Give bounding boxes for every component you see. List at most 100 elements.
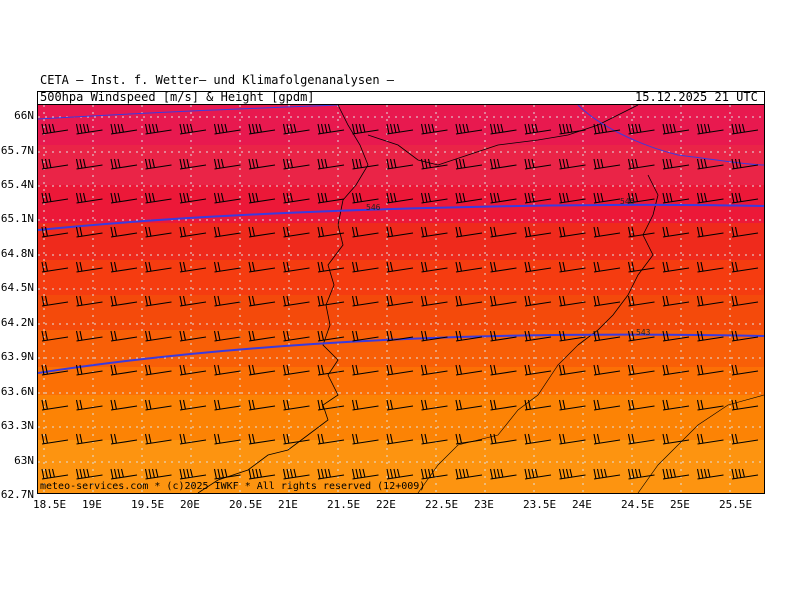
wind-barb — [558, 192, 586, 204]
wind-barb — [75, 364, 103, 376]
wind-barb — [282, 364, 310, 376]
wind-barb — [179, 226, 207, 238]
lat-label: 65.4N — [0, 178, 34, 191]
wind-barb — [317, 364, 345, 376]
wind-barb — [110, 433, 138, 445]
lon-label: 18.5E — [33, 498, 67, 511]
wind-barb — [213, 433, 241, 445]
contour-label: 543 — [636, 328, 651, 337]
wind-barb — [558, 330, 586, 342]
wind-barb — [75, 468, 103, 480]
wind-barb — [696, 192, 724, 204]
lat-label: 66N — [14, 109, 34, 122]
wind-barb — [627, 433, 655, 445]
wind-barb — [248, 399, 276, 411]
wind-barb — [420, 364, 448, 376]
lon-label: 21.5E — [327, 498, 361, 511]
wind-barb — [386, 192, 414, 204]
wind-barb — [75, 226, 103, 238]
wind-barb — [627, 226, 655, 238]
wind-barb — [41, 364, 69, 376]
wind-barb — [696, 364, 724, 376]
wind-barb — [489, 123, 517, 135]
border-path — [637, 394, 764, 493]
wind-barb — [248, 226, 276, 238]
wind-barb — [662, 261, 690, 273]
wind-barb — [386, 261, 414, 273]
wind-barb — [489, 468, 517, 480]
map-subtitle: 500hpa Windspeed [m/s] & Height [gpdm] — [40, 90, 315, 104]
wind-barb — [317, 226, 345, 238]
lat-label: 64.5N — [0, 281, 34, 294]
wind-barb — [731, 226, 759, 238]
wind-barb — [420, 399, 448, 411]
wind-barb — [248, 192, 276, 204]
wind-barb — [524, 330, 552, 342]
wind-barb — [282, 468, 310, 480]
wind-barb — [144, 295, 172, 307]
wind-barb — [144, 261, 172, 273]
wind-barb — [696, 158, 724, 170]
wind-barb — [351, 295, 379, 307]
coastline-path — [197, 105, 369, 493]
weather-map: 546 546 543 — [38, 105, 764, 493]
wind-barb — [41, 158, 69, 170]
wind-barb — [41, 399, 69, 411]
lon-label: 25E — [670, 498, 690, 511]
wind-barb — [75, 433, 103, 445]
wind-barb — [179, 433, 207, 445]
map-panel: 546 546 543 — [37, 104, 765, 494]
wind-barb — [351, 123, 379, 135]
wind-barb — [213, 468, 241, 480]
wind-barb — [110, 364, 138, 376]
wind-barb — [489, 192, 517, 204]
lon-label: 19E — [82, 498, 102, 511]
wind-barb — [696, 123, 724, 135]
wind-barb — [662, 364, 690, 376]
wind-barb — [524, 226, 552, 238]
wind-barb — [213, 158, 241, 170]
wind-barb — [420, 192, 448, 204]
wind-barb — [41, 261, 69, 273]
wind-barb — [144, 192, 172, 204]
wind-barb — [696, 295, 724, 307]
height-contour — [38, 333, 764, 374]
wind-barb — [179, 364, 207, 376]
wind-barb — [317, 330, 345, 342]
wind-barb — [110, 330, 138, 342]
wind-barb — [351, 364, 379, 376]
wind-barb — [144, 123, 172, 135]
wind-barb — [420, 123, 448, 135]
wind-barb — [110, 158, 138, 170]
wind-barb — [662, 330, 690, 342]
wind-band — [38, 330, 764, 367]
valid-datetime: 15.12.2025 21 UTC — [635, 90, 758, 104]
wind-barb — [662, 468, 690, 480]
wind-barb — [386, 364, 414, 376]
wind-barb — [351, 433, 379, 445]
wind-band — [38, 440, 764, 493]
wind-barb — [593, 261, 621, 273]
wind-barb — [524, 192, 552, 204]
wind-barb — [420, 295, 448, 307]
subtitle-bar — [37, 91, 765, 105]
wind-barb — [386, 226, 414, 238]
wind-barb — [455, 468, 483, 480]
wind-barb — [41, 295, 69, 307]
wind-barb — [144, 330, 172, 342]
wind-barb — [662, 226, 690, 238]
wind-barb — [731, 399, 759, 411]
border-path — [417, 344, 579, 493]
wind-barb — [248, 433, 276, 445]
wind-barb — [179, 399, 207, 411]
wind-barb — [731, 468, 759, 480]
wind-barb — [41, 468, 69, 480]
wind-barb — [110, 295, 138, 307]
wind-barb — [386, 468, 414, 480]
wind-barb — [282, 261, 310, 273]
lat-label: 65.1N — [0, 212, 34, 225]
lat-label: 63.3N — [0, 419, 34, 432]
wind-barb — [110, 468, 138, 480]
wind-barb — [317, 158, 345, 170]
wind-barb — [662, 192, 690, 204]
